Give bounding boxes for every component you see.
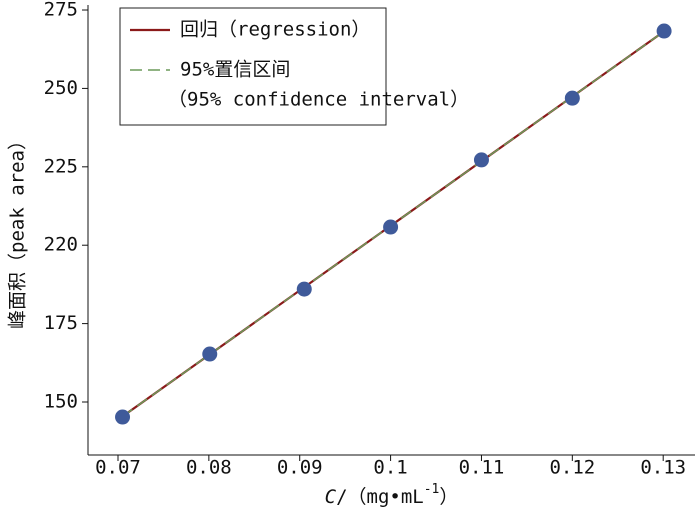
y-tick-label: 250 (44, 77, 78, 99)
legend-label: 回归（regression） (180, 19, 370, 41)
legend-label: 95%置信区间 (180, 59, 290, 81)
legend-label: （95% confidence interval） (168, 89, 469, 111)
x-tick-label: 0.11 (459, 457, 505, 479)
y-tick-label: 225 (44, 155, 78, 177)
x-tick-label: 0.13 (640, 457, 686, 479)
x-label-unit: /（mg•mL (336, 486, 424, 508)
y-tick-label: 150 (44, 391, 78, 413)
x-tick-label: 0.08 (186, 457, 232, 479)
data-point (296, 281, 312, 297)
y-tick-label: 275 (44, 0, 78, 21)
y-axis-label: 峰面积（peak area） (7, 131, 29, 329)
data-point (473, 152, 489, 168)
data-point (383, 219, 399, 235)
data-point (564, 90, 580, 106)
x-axis-label: C/（mg•mL-1） (325, 482, 459, 508)
data-point (115, 409, 131, 425)
legend-box (119, 7, 387, 126)
x-tick-label: 0.12 (549, 457, 595, 479)
x-tick-label: 0.1 (373, 457, 407, 479)
y-tick-label: 175 (44, 312, 78, 334)
x-tick-label: 0.07 (95, 457, 141, 479)
x-label-close: ） (439, 486, 458, 508)
x-label-exponent: -1 (424, 482, 440, 497)
x-label-symbol: C (325, 486, 337, 508)
data-point (656, 23, 672, 39)
data-point (202, 346, 218, 362)
x-tick-label: 0.09 (277, 457, 323, 479)
y-tick-label: 220 (44, 234, 78, 256)
